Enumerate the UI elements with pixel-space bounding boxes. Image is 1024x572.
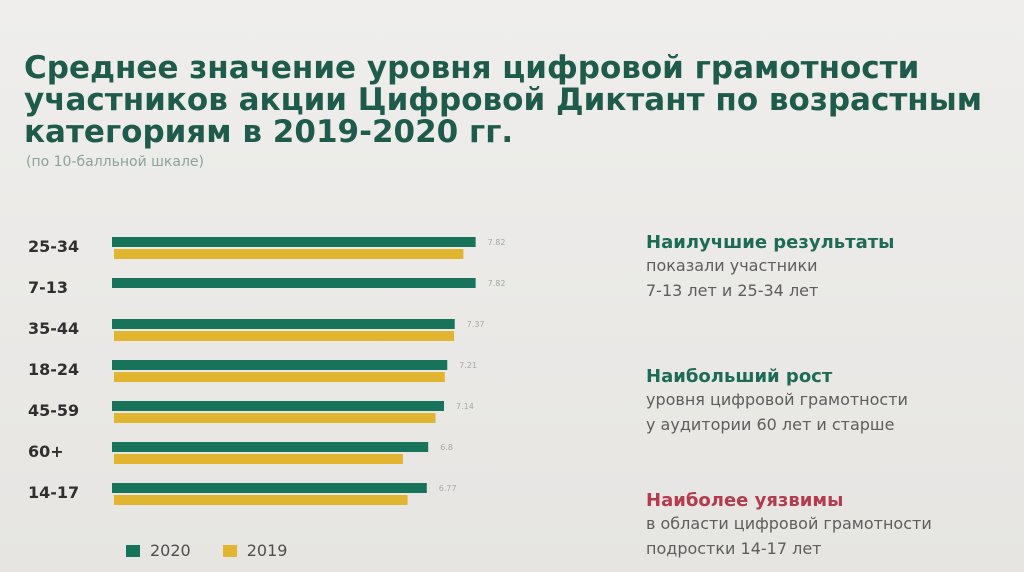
callout-biggest-growth: Наибольший рост уровня цифровой грамотно…: [646, 366, 1006, 437]
bar-2019-25-34: [114, 249, 464, 259]
chart-title: Среднее значение уровня цифровой грамотн…: [24, 50, 983, 150]
legend-label: 2020: [150, 541, 191, 560]
callout-heading: Наибольший рост: [646, 366, 833, 387]
chart-legend: 2020 2019: [126, 541, 287, 560]
category-label: 18-24: [28, 360, 79, 379]
callout-text-line: показали участники: [646, 256, 818, 275]
bar-2020-60+: [112, 442, 429, 452]
callout-text-line: 7-13 лет и 25-34 лет: [646, 281, 819, 300]
bar-2019-60+: [114, 454, 403, 464]
callout-text-line: у аудитории 60 лет и старше: [646, 415, 895, 434]
legend-swatch: [222, 544, 237, 557]
data-label: 7.82: [488, 279, 506, 288]
bar-2020-7-13: [112, 278, 476, 288]
bar-2020-35-44: [112, 319, 455, 329]
legend-label: 2019: [246, 541, 288, 560]
callout-most-vulnerable: Наиболее уязвимы в области цифровой грам…: [646, 490, 1006, 561]
callout-best-results: Наилучшие результаты показали участники …: [646, 232, 1006, 303]
data-label: 7.21: [459, 361, 477, 370]
legend-item-2019: 2019: [222, 541, 288, 560]
bar-2019-18-24: [114, 372, 445, 382]
category-label: 25-34: [28, 237, 79, 256]
data-label: 6.8: [440, 443, 453, 452]
bar-chart: 25-34 7.82 7-13 7.82 35-44 7.37 18-24 7.21 45-59…: [28, 237, 506, 505]
legend-item-2020: 2020: [126, 541, 191, 560]
bar-2020-18-24: [112, 360, 448, 370]
bar-2020-45-59: [112, 401, 445, 411]
category-label: 35-44: [28, 319, 79, 338]
bar-2019-35-44: [114, 331, 455, 341]
bar-2019-14-17: [114, 495, 408, 505]
category-label: 14-17: [28, 483, 79, 502]
bar-2020-14-17: [112, 483, 427, 493]
legend-swatch: [126, 544, 140, 557]
category-label: 7-13: [28, 278, 68, 297]
data-label: 7.82: [488, 238, 506, 247]
data-label: 7.14: [456, 402, 474, 411]
category-label: 45-59: [28, 401, 79, 420]
data-label: 6.77: [439, 484, 457, 493]
callout-heading: Наиболее уязвимы: [646, 490, 844, 511]
data-label: 7.37: [467, 320, 485, 329]
bar-2020-25-34: [112, 237, 476, 247]
callout-text-line: подростки 14-17 лет: [646, 539, 822, 558]
callout-heading: Наилучшие результаты: [646, 232, 895, 253]
chart-subtitle: (по 10-балльной шкале): [26, 154, 204, 170]
callout-text-line: уровня цифровой грамотности: [646, 390, 908, 409]
callout-text-line: в области цифровой грамотности: [646, 514, 932, 533]
category-label: 60+: [28, 442, 64, 461]
bar-2019-45-59: [114, 413, 436, 423]
